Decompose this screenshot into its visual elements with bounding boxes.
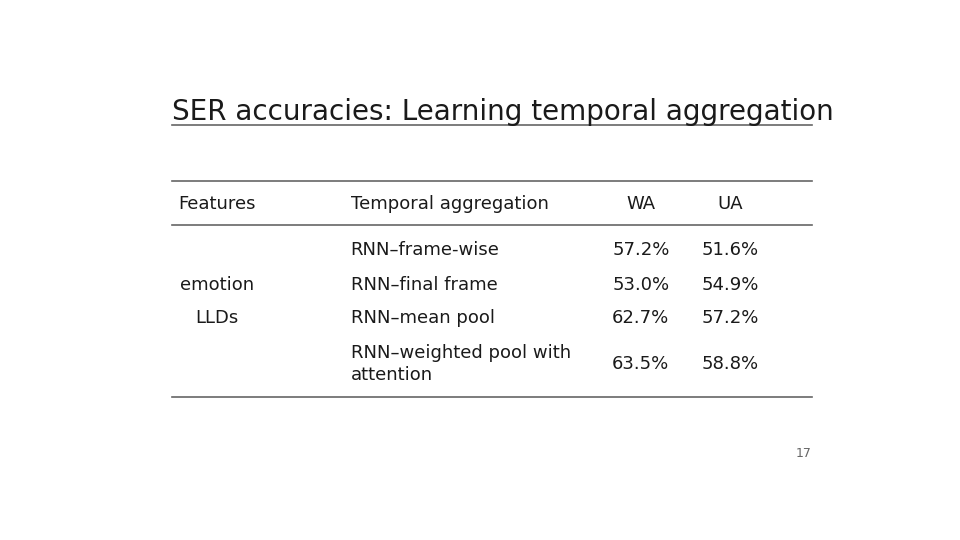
Text: UA: UA xyxy=(717,195,743,213)
Text: 62.7%: 62.7% xyxy=(612,309,669,327)
Text: 51.6%: 51.6% xyxy=(702,241,758,259)
Text: WA: WA xyxy=(626,195,656,213)
Text: 17: 17 xyxy=(796,447,812,460)
Text: emotion: emotion xyxy=(180,276,253,294)
Text: RNN–final frame: RNN–final frame xyxy=(350,276,497,294)
Text: RNN–weighted pool with
attention: RNN–weighted pool with attention xyxy=(350,344,571,384)
Text: RNN–frame-wise: RNN–frame-wise xyxy=(350,241,499,259)
Text: SER accuracies: Learning temporal aggregation: SER accuracies: Learning temporal aggreg… xyxy=(172,98,834,126)
Text: Temporal aggregation: Temporal aggregation xyxy=(350,195,548,213)
Text: 58.8%: 58.8% xyxy=(702,355,758,373)
Text: 57.2%: 57.2% xyxy=(702,309,758,327)
Text: 57.2%: 57.2% xyxy=(612,241,669,259)
Text: 54.9%: 54.9% xyxy=(702,276,758,294)
Text: 63.5%: 63.5% xyxy=(612,355,669,373)
Text: 53.0%: 53.0% xyxy=(612,276,669,294)
Text: RNN–mean pool: RNN–mean pool xyxy=(350,309,494,327)
Text: Features: Features xyxy=(178,195,255,213)
Text: LLDs: LLDs xyxy=(195,309,238,327)
